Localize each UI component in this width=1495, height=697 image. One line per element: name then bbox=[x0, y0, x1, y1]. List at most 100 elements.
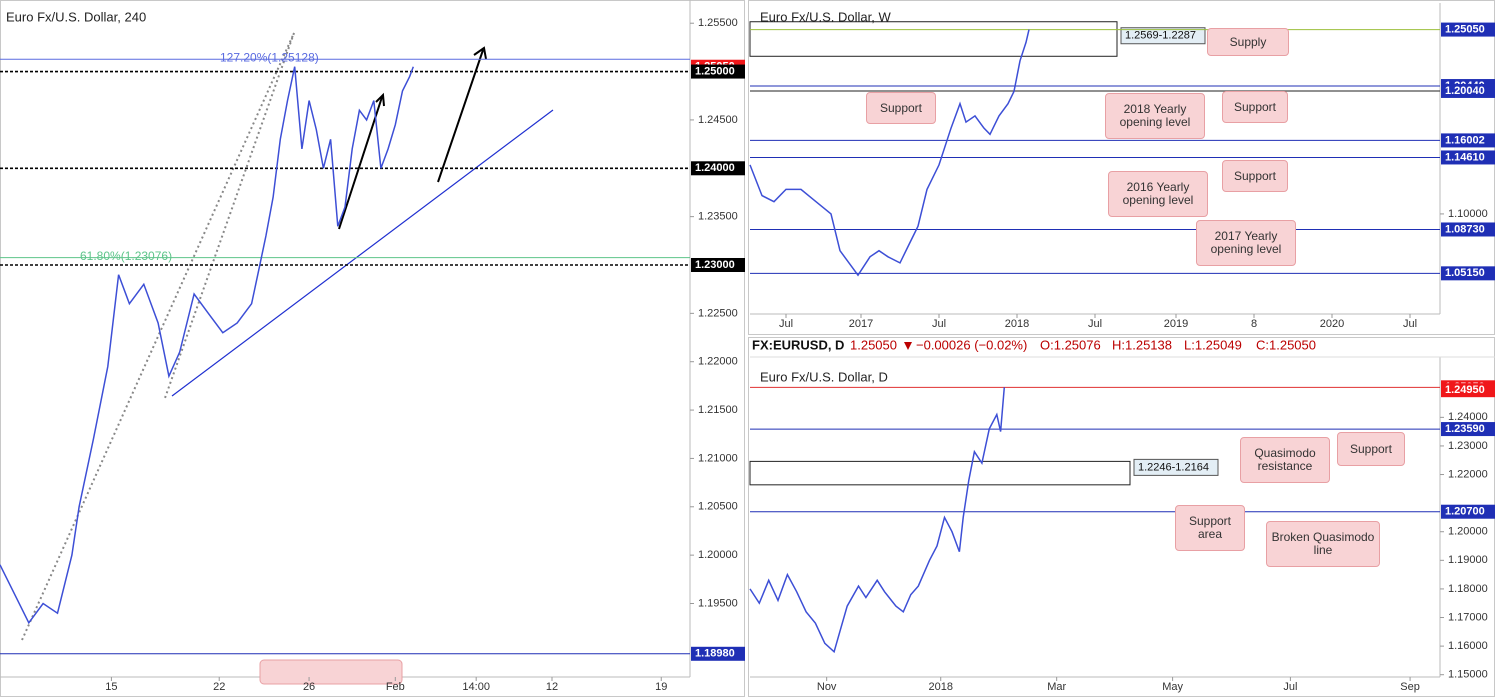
y-tick-label: 1.23000 bbox=[1448, 440, 1488, 452]
callout: Broken Quasimodo line bbox=[1266, 521, 1380, 567]
x-tick-label: 2019 bbox=[1164, 318, 1188, 330]
price-tag-label: 1.24000 bbox=[695, 162, 735, 174]
chart-title: Euro Fx/U.S. Dollar, W bbox=[760, 9, 891, 24]
price-tag bbox=[1441, 266, 1495, 281]
y-tick-label: 1.22000 bbox=[698, 356, 738, 368]
y-tick-label: 1.19000 bbox=[1448, 554, 1488, 566]
x-tick-label: 2018 bbox=[928, 681, 952, 693]
zone-label-bg bbox=[1133, 458, 1219, 476]
price-tag-label: 1.14610 bbox=[1445, 151, 1485, 163]
chart-title: Euro Fx/U.S. Dollar, 240 bbox=[6, 9, 146, 24]
x-tick-label: Mar bbox=[1047, 681, 1066, 693]
zone-label: 1.2569-1.2287 bbox=[1125, 30, 1196, 42]
y-tick-label: 1.18000 bbox=[1448, 583, 1488, 595]
y-tick-label: 1.22000 bbox=[1448, 468, 1488, 480]
quote-high: H:1.25138 bbox=[1112, 337, 1172, 352]
y-tick-label: 1.15000 bbox=[1448, 669, 1488, 681]
x-tick-label: Jul bbox=[1283, 681, 1297, 693]
price-tag bbox=[1441, 504, 1495, 519]
quote-change: −0.00026 (−0.02%) bbox=[916, 337, 1027, 352]
fib-tool bbox=[164, 32, 295, 399]
y-tick-label: 1.24000 bbox=[1448, 411, 1488, 423]
price-tag bbox=[1441, 383, 1495, 398]
y-tick-label: 1.21500 bbox=[698, 404, 738, 416]
price-tag-label: 1.08730 bbox=[1445, 223, 1485, 235]
quote-symbol: FX:EURUSD, D bbox=[752, 337, 844, 352]
price-tag-label: 1.25050 bbox=[1445, 23, 1485, 35]
y-tick-label: 1.17000 bbox=[1448, 611, 1488, 623]
arrow-head bbox=[375, 92, 385, 107]
price-tag-label: 1.16002 bbox=[1445, 134, 1485, 146]
x-tick-label: 8 bbox=[1251, 318, 1257, 330]
x-tick-label: 2017 bbox=[849, 318, 873, 330]
price-line bbox=[749, 387, 1006, 654]
price-tag bbox=[1441, 222, 1495, 237]
y-tick-label: 1.20000 bbox=[698, 549, 738, 561]
price-tag bbox=[691, 64, 745, 79]
zone-label-bg bbox=[1120, 27, 1206, 45]
callout: Support bbox=[1222, 91, 1288, 123]
price-tag bbox=[1441, 83, 1495, 98]
x-tick-label: Jul bbox=[1403, 318, 1417, 330]
price-tag bbox=[1441, 150, 1495, 165]
x-tick-label: Jul bbox=[779, 318, 793, 330]
x-tick-label: 19 bbox=[655, 681, 667, 693]
y-tick-label: 1.21000 bbox=[698, 452, 738, 464]
price-tag bbox=[1441, 22, 1495, 37]
y-tick-label: 1.19500 bbox=[698, 597, 738, 609]
price-tag bbox=[691, 257, 745, 272]
x-tick-label: Jul bbox=[932, 318, 946, 330]
x-tick-label: 14:00 bbox=[462, 681, 490, 693]
callout-cut bbox=[259, 659, 403, 685]
level-label: 61.80%(1.23076) bbox=[80, 249, 172, 263]
zone bbox=[749, 21, 1118, 57]
price-line bbox=[749, 29, 1030, 277]
y-tick-label: 1.23500 bbox=[698, 211, 738, 223]
arrow bbox=[338, 96, 383, 230]
price-tag-label: 1.24950 bbox=[1445, 384, 1485, 396]
x-tick-label: Sep bbox=[1400, 681, 1420, 693]
price-tag-label: 1.20040 bbox=[1445, 85, 1485, 97]
arrow bbox=[437, 49, 484, 183]
price-tag bbox=[1441, 133, 1495, 148]
callout: Supply bbox=[1207, 28, 1289, 56]
callout: 2018 Yearly opening level bbox=[1105, 93, 1205, 139]
zone-label: 1.2246-1.2164 bbox=[1138, 461, 1209, 473]
quote-close: C:1.25050 bbox=[1256, 337, 1316, 352]
y-tick-label: 1.10000 bbox=[1448, 208, 1488, 220]
y-tick-label: 1.24500 bbox=[698, 114, 738, 126]
y-tick-label: 1.22500 bbox=[698, 307, 738, 319]
callout: Support area bbox=[1175, 505, 1245, 551]
x-tick-label: May bbox=[1162, 681, 1183, 693]
x-tick-label: 26 bbox=[303, 681, 315, 693]
price-tag-label: 1.23590 bbox=[1445, 423, 1485, 435]
chart-title: Euro Fx/U.S. Dollar, D bbox=[760, 369, 888, 384]
y-tick-label: 1.16000 bbox=[1448, 640, 1488, 652]
x-tick-label: Jul bbox=[1088, 318, 1102, 330]
price-tag-label: 1.23000 bbox=[695, 259, 735, 271]
y-tick-label: 1.20000 bbox=[1448, 526, 1488, 538]
price-tag-label: 1.25000 bbox=[695, 65, 735, 77]
callout: Support bbox=[866, 92, 936, 124]
callout: Support bbox=[1337, 432, 1405, 466]
callout: 2016 Yearly opening level bbox=[1108, 171, 1208, 217]
x-tick-label: Feb bbox=[386, 681, 405, 693]
x-tick-label: 15 bbox=[105, 681, 117, 693]
quote-last: 1.25050 bbox=[850, 337, 897, 352]
arrow-head bbox=[473, 46, 487, 60]
price-tag bbox=[691, 161, 745, 176]
y-tick-label: 1.25500 bbox=[698, 17, 738, 29]
trendline bbox=[171, 109, 554, 397]
x-tick-label: 2018 bbox=[1005, 318, 1029, 330]
fib-tool bbox=[21, 32, 295, 641]
price-tag-label: 1.20700 bbox=[1445, 506, 1485, 518]
y-tick-label: 1.20500 bbox=[698, 501, 738, 513]
x-tick-label: 22 bbox=[213, 681, 225, 693]
price-tag bbox=[1441, 422, 1495, 437]
price-tag bbox=[691, 646, 745, 661]
panel-frame bbox=[748, 337, 1495, 697]
x-tick-label: 2020 bbox=[1320, 318, 1344, 330]
callout: Support bbox=[1222, 160, 1288, 192]
